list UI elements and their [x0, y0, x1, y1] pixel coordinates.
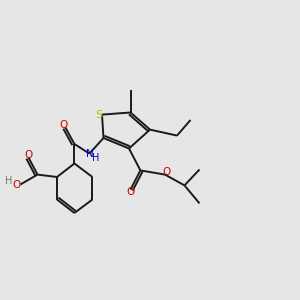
Text: H: H [5, 176, 13, 187]
Text: S: S [95, 110, 102, 120]
Text: O: O [162, 167, 171, 177]
Text: O: O [126, 187, 135, 197]
Text: O: O [60, 119, 68, 130]
Text: O: O [24, 149, 33, 160]
Text: N: N [85, 148, 93, 159]
Text: H: H [92, 153, 100, 163]
Text: O: O [13, 179, 21, 190]
